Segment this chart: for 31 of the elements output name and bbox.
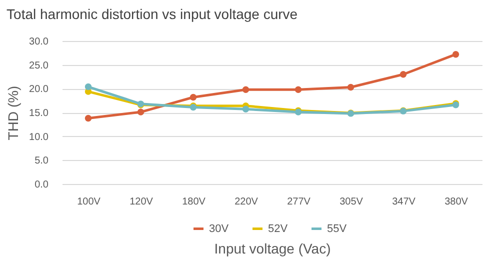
x-axis-title: Input voltage (Vac) bbox=[214, 240, 331, 256]
x-tick-label: 347V bbox=[392, 196, 416, 208]
y-tick-label: 30.0 bbox=[29, 36, 49, 48]
x-tick-label: 100V bbox=[77, 196, 101, 208]
point bbox=[137, 108, 144, 116]
point bbox=[242, 86, 250, 93]
x-tick-label: 180V bbox=[182, 196, 206, 208]
point bbox=[452, 51, 460, 58]
point bbox=[84, 83, 92, 90]
legend-label: 55V bbox=[327, 222, 348, 235]
point bbox=[400, 71, 407, 78]
y-tick-label: 10.0 bbox=[29, 132, 49, 143]
chart-title: Total harmonic distortion vs input voltage curve bbox=[6, 6, 298, 22]
legend-label: 30V bbox=[209, 222, 230, 235]
point bbox=[84, 114, 92, 122]
y-tick-label: 25.0 bbox=[29, 60, 49, 72]
x-tick-label: 305V bbox=[340, 196, 364, 208]
y-tick-label: 20.0 bbox=[29, 84, 49, 96]
legend-label: 52V bbox=[268, 222, 288, 235]
point bbox=[347, 84, 354, 91]
y-axis-title: THD (%) bbox=[5, 86, 22, 140]
point bbox=[190, 94, 197, 101]
x-tick-label: 220V bbox=[234, 196, 258, 208]
point bbox=[294, 86, 302, 93]
x-tick-label: 277V bbox=[287, 196, 311, 208]
x-tick-label: 380V bbox=[444, 196, 468, 208]
y-tick-label: 5.0 bbox=[34, 156, 49, 167]
y-tick-label: 0.0 bbox=[34, 180, 49, 190]
x-tick-label: 120V bbox=[130, 196, 154, 208]
point bbox=[242, 106, 250, 113]
y-tick-label: 15.0 bbox=[29, 108, 49, 119]
